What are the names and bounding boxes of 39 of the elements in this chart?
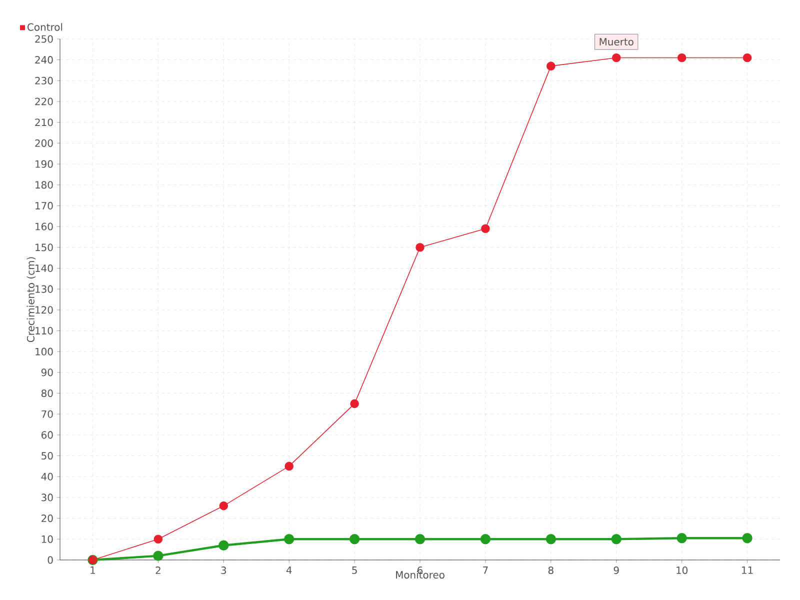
x-tick-label: 11 xyxy=(742,566,753,574)
y-tick-label: 90 xyxy=(41,368,53,376)
y-tick-label: 30 xyxy=(42,494,53,502)
y-tick-label: 50 xyxy=(42,452,53,460)
x-tick-label: 1 xyxy=(90,566,95,574)
y-tick-label: 230 xyxy=(35,76,53,84)
y-tick-label: 80 xyxy=(41,389,53,398)
y-tick-label: 120 xyxy=(36,306,53,314)
y-tick-label: 170 xyxy=(36,202,53,210)
x-tick-label: 7 xyxy=(483,566,488,574)
legend-label: Control xyxy=(28,23,62,31)
y-tick-label: 160 xyxy=(36,222,53,230)
x-tick-label: 9 xyxy=(614,566,619,574)
x-tick-label: 8 xyxy=(548,566,554,574)
y-tick-label: 140 xyxy=(36,264,53,272)
y-tick-label: 110 xyxy=(36,326,53,335)
y-tick-label: 130 xyxy=(36,285,53,293)
y-tick-label: 60 xyxy=(42,431,53,439)
y-tick-label: 180 xyxy=(36,181,53,189)
y-tick-label: 0 xyxy=(48,556,53,564)
y-tick-label: 240 xyxy=(35,56,53,64)
x-tick-label: 3 xyxy=(221,566,226,574)
y-tick-label: 200 xyxy=(35,139,53,147)
y-tick-label: 20 xyxy=(42,514,53,522)
x-tick-label: 2 xyxy=(156,566,160,574)
y-tick-label: 250 xyxy=(35,35,53,43)
y-tick-label: 40 xyxy=(41,472,53,480)
y-axis-title: Crecimiento (cm) xyxy=(26,257,36,342)
y-tick-label: 10 xyxy=(42,535,53,543)
y-tick-label: 150 xyxy=(36,244,53,252)
y-tick-label: 100 xyxy=(36,348,53,356)
y-tick-label: 220 xyxy=(35,98,53,106)
y-tick-label: 190 xyxy=(36,160,53,168)
x-tick-label: 10 xyxy=(676,566,688,574)
y-tick-label: 210 xyxy=(35,118,53,126)
annotation: Muerto xyxy=(600,38,634,46)
y-tick-label: 70 xyxy=(42,410,53,418)
x-tick-label: 4 xyxy=(286,566,292,574)
x-tick-label: 5 xyxy=(352,566,357,574)
